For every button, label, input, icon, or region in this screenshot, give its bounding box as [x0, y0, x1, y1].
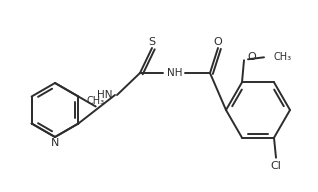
Text: NH: NH — [167, 68, 183, 78]
Text: O: O — [214, 37, 222, 47]
Text: CH₃: CH₃ — [86, 97, 105, 107]
Text: N: N — [51, 138, 59, 148]
Text: O: O — [248, 52, 256, 62]
Text: CH₃: CH₃ — [273, 52, 291, 62]
Text: Cl: Cl — [271, 161, 281, 171]
Text: S: S — [149, 37, 156, 47]
Text: HN: HN — [97, 90, 113, 100]
